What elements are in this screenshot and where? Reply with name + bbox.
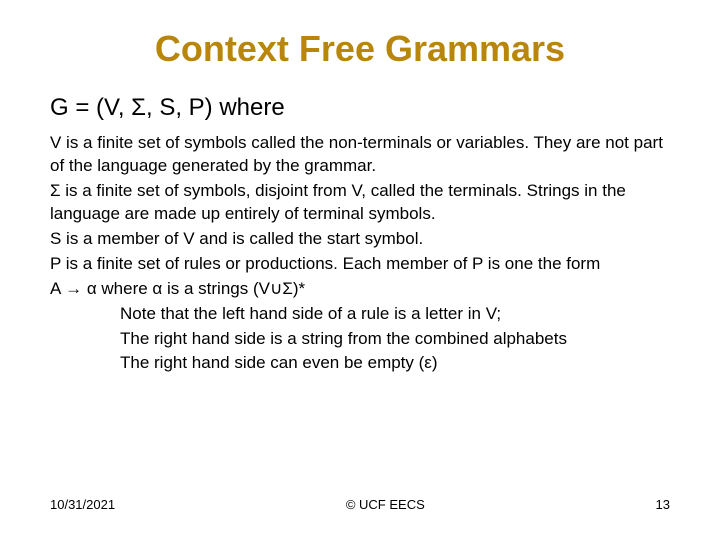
body-indent-line: Note that the left hand side of a rule i… bbox=[50, 303, 670, 326]
footer-page: 13 bbox=[656, 497, 670, 512]
grammar-definition: G = (V, Σ, S, P) where bbox=[50, 94, 670, 122]
body-text: V is a finite set of symbols called the … bbox=[50, 132, 670, 375]
body-line: P is a finite set of rules or production… bbox=[50, 253, 670, 276]
body-line: V is a finite set of symbols called the … bbox=[50, 132, 670, 178]
slide-container: Context Free Grammars G = (V, Σ, S, P) w… bbox=[0, 0, 720, 540]
slide-title: Context Free Grammars bbox=[50, 28, 670, 70]
footer-date: 10/31/2021 bbox=[50, 497, 115, 512]
body-line: A → α where α is a strings (V∪Σ)* bbox=[50, 278, 670, 301]
body-indent-line: The right hand side is a string from the… bbox=[50, 328, 670, 351]
body-line: Σ is a finite set of symbols, disjoint f… bbox=[50, 180, 670, 226]
footer: 10/31/2021 © UCF EECS 13 bbox=[50, 497, 670, 512]
body-line: S is a member of V and is called the sta… bbox=[50, 228, 670, 251]
body-indent-line: The right hand side can even be empty (ε… bbox=[50, 352, 670, 375]
footer-copyright: © UCF EECS bbox=[346, 497, 425, 512]
